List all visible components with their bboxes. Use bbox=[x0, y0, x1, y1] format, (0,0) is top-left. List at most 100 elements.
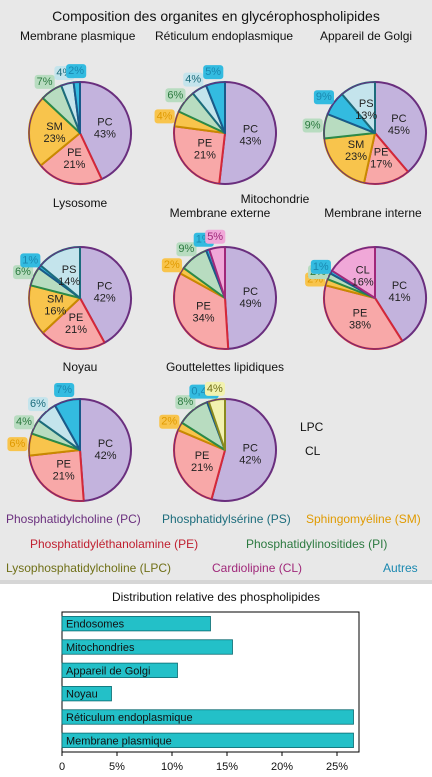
pie-0-label-autres: 2% bbox=[68, 65, 84, 77]
pie-6-label-bg-autres bbox=[54, 383, 75, 398]
pie-1-label-pe: PE 21% bbox=[194, 138, 216, 162]
pie-0-outline bbox=[28, 81, 132, 185]
pie-4-label-bg-pi bbox=[176, 242, 197, 257]
pie-2-label-pi: 9% bbox=[305, 119, 321, 131]
pie-6-label-sm: 6% bbox=[9, 438, 25, 450]
pie-3-label-ps: PS 14% bbox=[58, 264, 80, 288]
pie-1-label-bg-pi bbox=[165, 88, 186, 103]
bar-0 bbox=[61, 616, 211, 632]
pie-6-label-bg-pi bbox=[14, 415, 35, 430]
pie-6-label-ps: 6% bbox=[30, 398, 46, 410]
pie-4-label-bg-sm bbox=[161, 258, 182, 273]
legend-autres: Autres bbox=[383, 561, 418, 575]
pie-7-label-pc: PC 42% bbox=[239, 442, 261, 466]
pie-4-label-cl: 5% bbox=[207, 231, 223, 243]
bar-label-4: Réticulum endoplasmique bbox=[66, 712, 193, 724]
x-tick-label-0: 0 bbox=[59, 761, 65, 773]
pie-5-label-pc: PC 41% bbox=[388, 280, 410, 304]
pie-1-label-bg-autres bbox=[203, 65, 224, 80]
pie-3-label-bg-autres bbox=[20, 253, 41, 268]
pie-4-label-bg-cl bbox=[205, 229, 226, 244]
pie-4-label-sm: 2% bbox=[164, 259, 180, 271]
x-tick-label-5: 25% bbox=[326, 761, 348, 773]
pie-6-label-bg-ps bbox=[28, 397, 49, 412]
pie-6-label-pi: 4% bbox=[16, 416, 32, 428]
legend-pe: Phosphatidyléthanolamine (PE) bbox=[30, 537, 199, 551]
x-tick-label-2: 10% bbox=[161, 761, 183, 773]
pie-7-label-bg-sm bbox=[159, 414, 180, 429]
pie-2-label-bg-pi bbox=[302, 118, 323, 133]
pie-7-label-pe: PE 21% bbox=[191, 450, 213, 474]
legend-pc: Phosphatidylcholine (PC) bbox=[6, 512, 141, 526]
pie-3-label-autres: 1% bbox=[22, 254, 38, 266]
bar-label-0: Endosomes bbox=[66, 619, 125, 631]
pie-2-label-sm: SM 23% bbox=[345, 139, 367, 163]
pie-3-label-pe: PE 21% bbox=[65, 312, 87, 336]
pie-1-label-sm: 4% bbox=[157, 110, 173, 122]
pie-title-membrane-plasmique: Membrane plasmique bbox=[20, 29, 136, 43]
pie-3-label-bg-pi bbox=[13, 265, 34, 280]
pie-0-label-bg-autres bbox=[66, 64, 87, 79]
pie-7-label-bg-pi bbox=[175, 395, 196, 410]
cl-label: CL bbox=[305, 444, 321, 458]
pie-0-label-pc: PC 43% bbox=[94, 116, 116, 140]
bar-chart: Endosomes Mitochondries Appareil de Golgi N… bbox=[59, 611, 360, 773]
pie-title-membrane-interne: Membrane interne bbox=[324, 206, 422, 220]
lpc-label: LPC bbox=[300, 420, 324, 434]
pie-4-label-pi: 9% bbox=[178, 243, 194, 255]
pie-title-noyau: Noyau bbox=[62, 360, 98, 374]
panel-divider bbox=[0, 580, 432, 584]
pie-1-label-bg-sm bbox=[154, 109, 175, 124]
pie-2-outline bbox=[323, 81, 427, 185]
pie-6-label-bg-sm bbox=[7, 437, 28, 452]
legend-sm: Sphingomyéline (SM) bbox=[306, 512, 421, 526]
bar-4 bbox=[61, 709, 354, 725]
pie-1-label-ps: 4% bbox=[185, 74, 201, 86]
bar-label-2: Appareil de Golgi bbox=[66, 665, 150, 677]
pie-3-outline bbox=[28, 246, 132, 350]
pie-4-label-pc: PC 49% bbox=[239, 286, 261, 310]
pie-1-label-pc: PC 43% bbox=[239, 123, 261, 147]
pie-7-label-pi: 8% bbox=[177, 396, 193, 408]
bar-5 bbox=[61, 732, 354, 748]
pie-3-label-pc: PC 42% bbox=[94, 281, 116, 305]
pie-title-lysosome: Lysosome bbox=[52, 196, 108, 210]
bar-1 bbox=[61, 639, 233, 655]
pie-0-label-sm: SM 23% bbox=[43, 121, 65, 145]
pie-2-label-ps: PS 13% bbox=[355, 98, 377, 122]
pie-2-label-bg-autres bbox=[313, 90, 334, 105]
bar-plot-frame bbox=[61, 611, 360, 753]
legend-pi: Phosphatidylinositides (PI) bbox=[246, 537, 388, 551]
x-tick-label-1: 5% bbox=[109, 761, 125, 773]
legend-ps: Phosphatidylsérine (PS) bbox=[162, 512, 291, 526]
pie-4-label-pe: PE 34% bbox=[192, 301, 214, 325]
pie-title-reticulum: Réticulum endoplasmique bbox=[155, 29, 294, 43]
pie-6-label-pe: PE 21% bbox=[53, 459, 75, 483]
pie-charts: PC 43%PE 21%SM 23%7%4%2%PC 43%PE 21%4%6%4%5%P… bbox=[7, 64, 427, 502]
pie-1-outline bbox=[173, 81, 277, 185]
pie-1-label-autres: 5% bbox=[205, 66, 221, 78]
bar-label-5: Membrane plasmique bbox=[66, 735, 172, 747]
pie-title-gouttelettes: Gouttelettes lipidiques bbox=[165, 360, 285, 374]
pie-7-label-lpc: 4% bbox=[207, 383, 223, 395]
bar-label-1: Mitochondries bbox=[66, 642, 135, 654]
pie-7-label-sm: 2% bbox=[161, 416, 177, 428]
x-tick-label-3: 15% bbox=[216, 761, 238, 773]
bar-chart-title: Distribution relative des phospholipides bbox=[111, 590, 321, 604]
pie-2-label-pc: PC 45% bbox=[388, 113, 410, 137]
pie-6-outline bbox=[28, 398, 132, 502]
pie-0-label-pi: 7% bbox=[37, 76, 53, 88]
pie-5-label-cl: CL 16% bbox=[352, 265, 374, 289]
pie-5-outline bbox=[323, 246, 427, 350]
pie-5-label-bg-autres bbox=[310, 259, 331, 274]
page-title: Composition des organites en glycérophos… bbox=[52, 8, 380, 24]
pie-5-label-autres: 1% bbox=[313, 261, 329, 273]
x-tick-label-4: 20% bbox=[271, 761, 293, 773]
legend-lpc: Lysophosphatidylcholine (LPC) bbox=[6, 561, 171, 575]
pie-7-outline bbox=[173, 398, 277, 502]
pie-1-label-pi: 6% bbox=[167, 89, 183, 101]
pie-5-label-pe: PE 38% bbox=[349, 308, 371, 332]
pie-title-golgi: Appareil de Golgi bbox=[320, 29, 413, 43]
pie-6-label-pc: PC 42% bbox=[94, 438, 116, 462]
pie-2-label-autres: 9% bbox=[316, 91, 332, 103]
